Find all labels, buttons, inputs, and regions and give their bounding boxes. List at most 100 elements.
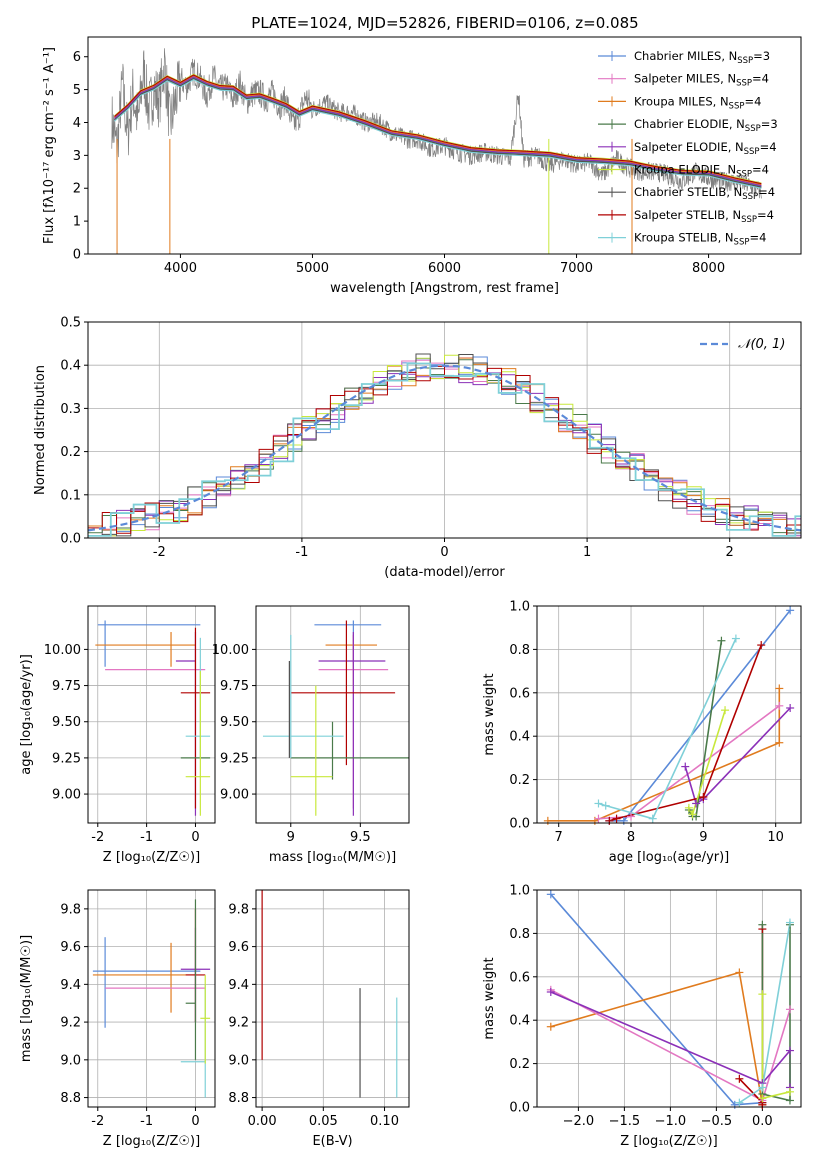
legend-value: =3: [761, 117, 778, 131]
plot-area: [111, 48, 762, 254]
y-tick-label: 9.4: [60, 978, 81, 993]
plot-area: [92, 899, 211, 1098]
y-tick-label: 0.0: [60, 532, 81, 547]
y-tick-label: 9.00: [220, 788, 249, 803]
y-tick-label: 9.50: [220, 715, 249, 730]
mass-vs-metallicity-panel: -2 -1 0 8.8 9.0 9.2 9.4 9.6 9.8 Z [log₁₀(Z/Z☉)] ma…: [19, 889, 216, 1149]
axes-frame: [255, 605, 410, 824]
x-tick-label: 0.05: [309, 1114, 338, 1129]
mass-weight-vs-metallicity-panel: −2.0 −1.5 −1.0 −0.5 0.0 0.0 0.2 0.4 0.6 0.8 1.0 Z […: [482, 884, 802, 1149]
axes-frame: [87, 605, 216, 824]
model-spectrum-line: [114, 75, 762, 186]
y-tick-label: 8.8: [60, 1091, 81, 1106]
y-tick-label: 9.2: [228, 1016, 249, 1031]
legend-value: =4: [760, 140, 777, 154]
y-tick-label: 1.0: [509, 600, 530, 615]
y-tick-label: 9.50: [52, 715, 81, 730]
mass-weight-line: [609, 644, 762, 822]
y-tick-label: 9.4: [228, 978, 249, 993]
x-tick-label: 7000: [560, 261, 593, 276]
y-tick-label: 10.00: [212, 643, 249, 658]
x-tick-label: 10: [767, 830, 784, 845]
legend-label: Kroupa STELIB, NSSP=4: [634, 231, 766, 248]
y-tick-label: 0.4: [509, 730, 530, 745]
y-tick-label: 9.25: [220, 751, 249, 766]
plot-area: [95, 620, 211, 816]
y-tick-label: 0.0: [509, 817, 530, 832]
mass-weight-vs-age-panel: 7 8 9 10 0.0 0.2 0.4 0.6 0.8 1.0 age [log₁₀(age/yr…: [482, 600, 802, 865]
legend-subscript: SSP: [737, 56, 753, 66]
y-tick-label: 6: [73, 50, 81, 65]
legend-subscript: SSP: [729, 101, 745, 111]
x-tick-label: 0.0: [752, 1114, 773, 1129]
residuals-panel: -2 -1 0 1 2 0.0 0.1 0.2 0.3 0.4 0.5 (data-model)/er…: [33, 316, 802, 580]
axes-frame: [87, 321, 802, 539]
y-tick-label: 9.00: [52, 788, 81, 803]
y-tick-label: 0.8: [509, 643, 530, 658]
legend-subscript: SSP: [736, 79, 752, 89]
x-tick-label: −1.5: [609, 1114, 641, 1129]
y-tick-label: 5: [73, 83, 81, 98]
x-axis-label: Z [log₁₀(Z/Z☉)]: [103, 850, 200, 865]
y-tick-label: 0.5: [60, 316, 81, 331]
mass-weight-line: [550, 893, 763, 1106]
y-axis-label: mass [log₁₀(M/M☉)]: [19, 935, 34, 1062]
mass-weight-line: [684, 707, 791, 805]
axes-frame: [255, 889, 410, 1108]
mass-vs-extinction-panel: 0.00 0.05 0.10 8.8 9.0 9.2 9.4 9.6 9.8 E(B-V): [228, 889, 410, 1149]
legend-value: =4: [752, 72, 769, 86]
legend-subscript: SSP: [744, 147, 760, 157]
y-tick-label: 0.4: [60, 359, 81, 374]
y-tick-label: 0.2: [509, 1057, 530, 1072]
legend-label: Chabrier ELODIE, NSSP=3: [634, 117, 778, 134]
gaussian-legend-label: 𝒩(0, 1): [738, 337, 785, 352]
model-spectrum-line: [114, 76, 762, 187]
legend-label: Kroupa ELODIE, NSSP=4: [634, 163, 769, 180]
spectrum-panel: 4000 5000 6000 7000 8000 0 1 2 3 4 5 6 wavelength [A…: [42, 36, 802, 296]
x-tick-label: 2: [726, 545, 734, 560]
legend-value: =4: [752, 163, 769, 177]
x-tick-label: −1.0: [655, 1114, 687, 1129]
y-tick-label: 9.6: [60, 940, 81, 955]
legend-subscript: SSP: [736, 170, 752, 180]
legend-subscript: SSP: [745, 124, 761, 134]
y-tick-label: 0.0: [509, 1101, 530, 1116]
x-axis-label: Z [log₁₀(Z/Z☉)]: [103, 1134, 200, 1149]
x-tick-label: 0: [440, 545, 448, 560]
legend-label: Chabrier STELIB, NSSP=4: [634, 185, 775, 202]
x-axis-label: wavelength [Angstrom, rest frame]: [330, 281, 559, 296]
y-tick-label: 0.3: [60, 402, 81, 417]
y-tick-label: 0.2: [60, 445, 81, 460]
x-tick-label: 8: [627, 830, 635, 845]
y-axis-label: Normed distribution: [33, 365, 48, 495]
x-axis-label: Z [log₁₀(Z/Z☉)]: [620, 1134, 717, 1149]
x-tick-label: 5000: [296, 261, 329, 276]
y-tick-label: 9.75: [220, 679, 249, 694]
x-axis-label: mass [log₁₀(M/M☉)]: [269, 850, 396, 865]
model-spectrum-line: [114, 76, 762, 187]
y-tick-label: 9.0: [228, 1053, 249, 1068]
legend-value: =4: [744, 94, 761, 108]
plot-area: [88, 353, 801, 537]
x-tick-label: 0.10: [370, 1114, 399, 1129]
y-tick-label: 2: [73, 182, 81, 197]
x-axis-label: (data-model)/error: [384, 565, 505, 580]
x-axis-label: age [log₁₀(age/yr)]: [609, 850, 730, 865]
y-tick-label: 0.2: [509, 773, 530, 788]
age-vs-metallicity-panel: -2 -1 0 9.00 9.25 9.50 9.75 10.00 Z [log₁₀(Z/Z☉)…: [19, 605, 216, 865]
x-tick-label: 9: [287, 830, 295, 845]
x-tick-label: -1: [140, 830, 153, 845]
y-tick-label: 0.8: [509, 927, 530, 942]
y-tick-label: 1.0: [509, 884, 530, 899]
plot-area: [547, 609, 791, 822]
x-tick-label: -2: [91, 830, 104, 845]
y-tick-label: 0.6: [509, 686, 530, 701]
figure-title: PLATE=1024, MJD=52826, FIBERID=0106, z=0…: [251, 14, 638, 32]
legend-label: Salpeter STELIB, NSSP=4: [634, 208, 774, 225]
x-tick-label: 4000: [164, 261, 197, 276]
x-tick-label: 0: [191, 1114, 199, 1129]
x-axis-label: E(B-V): [312, 1134, 352, 1149]
y-tick-label: 10.00: [44, 643, 81, 658]
x-tick-label: 1: [583, 545, 591, 560]
gaussian-reference-curve: [88, 364, 801, 532]
